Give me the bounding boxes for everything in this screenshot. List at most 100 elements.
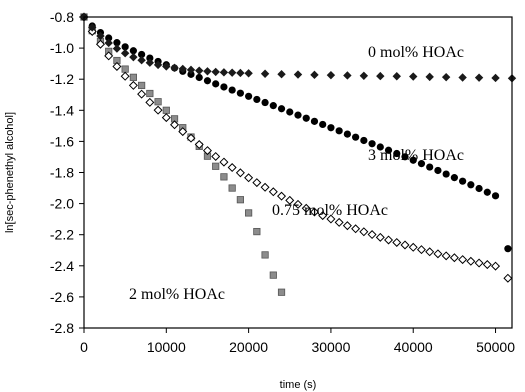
data-point: [112, 61, 122, 71]
data-point: [483, 188, 491, 196]
x-tick-label: 30000: [311, 339, 350, 355]
data-point: [352, 133, 360, 141]
y-tick-label: -1.8: [50, 165, 74, 181]
annotation-2-mol-hoac: 2 mol% HOAc: [129, 286, 225, 303]
data-point: [137, 89, 147, 99]
x-tick-label: 40000: [394, 339, 433, 355]
data-point: [474, 258, 484, 268]
data-point: [433, 249, 443, 259]
data-point: [236, 68, 245, 78]
x-tick-label: 20000: [229, 339, 268, 355]
data-point: [146, 89, 154, 98]
data-point: [343, 130, 351, 138]
data-point: [121, 43, 129, 51]
data-point: [153, 60, 163, 70]
data-point: [400, 240, 410, 250]
data-point: [227, 68, 237, 77]
data-point: [260, 182, 270, 192]
data-point: [393, 149, 401, 158]
series-0-mol-hoac: [79, 12, 517, 83]
data-point: [161, 113, 171, 123]
data-point: [277, 191, 287, 201]
y-tick-label: -1.4: [50, 102, 74, 118]
data-point: [244, 173, 254, 183]
data-point: [138, 50, 146, 59]
data-point: [186, 133, 196, 143]
data-point: [95, 39, 105, 49]
data-point: [367, 230, 377, 240]
annotation-0-mol-hoac: 0 mol% HOAc: [368, 44, 464, 61]
data-point: [310, 70, 319, 80]
data-point: [426, 163, 434, 171]
data-point: [112, 44, 122, 53]
data-point: [212, 80, 220, 88]
data-point: [228, 86, 236, 94]
data-point: [467, 181, 475, 189]
data-point: [129, 47, 137, 55]
data-point: [458, 255, 468, 265]
data-point: [203, 67, 212, 76]
data-point: [474, 73, 484, 82]
x-tick-label: 50000: [476, 339, 515, 355]
series-0-75-mol-hoac: [79, 12, 513, 283]
data-point: [120, 71, 130, 81]
y-tick-label: -1.2: [50, 71, 74, 87]
data-point: [219, 68, 229, 77]
data-point: [360, 136, 368, 145]
data-point: [245, 209, 253, 217]
data-point: [376, 143, 384, 151]
data-point: [129, 73, 137, 81]
data-point: [212, 162, 220, 170]
annotation-3-mol-hoac: 3 mol% HOAc: [368, 147, 464, 164]
data-point: [351, 224, 361, 234]
data-point: [459, 177, 467, 185]
data-point: [244, 69, 253, 78]
data-point: [285, 195, 295, 205]
data-point: [342, 221, 352, 231]
data-point: [326, 70, 336, 80]
data-point: [146, 54, 154, 62]
data-point: [417, 160, 426, 168]
data-point: [384, 235, 394, 245]
data-point: [187, 70, 195, 78]
data-point: [194, 140, 204, 150]
data-point: [335, 127, 343, 135]
data-point: [327, 124, 335, 132]
data-point: [261, 98, 269, 107]
data-point: [195, 66, 204, 75]
data-point: [503, 273, 513, 283]
data-point: [318, 211, 328, 221]
data-point: [211, 151, 221, 161]
data-point: [359, 71, 369, 80]
data-point: [137, 56, 146, 65]
data-point: [269, 271, 277, 279]
data-point: [293, 199, 303, 209]
data-point: [253, 227, 261, 236]
data-point: [104, 38, 113, 48]
data-point: [491, 73, 500, 83]
data-point: [368, 140, 376, 148]
data-point: [88, 23, 97, 32]
data-point: [416, 245, 426, 255]
data-point: [293, 70, 303, 79]
y-tick-label: -2.6: [50, 289, 74, 305]
y-tick-label: -2.0: [50, 196, 74, 212]
data-point: [236, 196, 244, 204]
data-point: [170, 120, 180, 130]
data-point: [138, 81, 146, 90]
data-point: [269, 102, 277, 110]
data-point: [235, 168, 245, 178]
plot-frame: [83, 16, 513, 329]
data-point: [236, 89, 244, 97]
data-point: [319, 120, 327, 129]
data-point: [219, 157, 229, 167]
data-point: [162, 106, 170, 114]
data-point: [425, 247, 435, 257]
annotation-0-75-mol-hoac: 0.75 mol% HOAc: [272, 202, 388, 219]
y-tick-label: -2.8: [50, 320, 74, 336]
data-point: [326, 214, 336, 224]
data-point: [425, 72, 434, 82]
data-point: [334, 217, 344, 227]
data-point: [145, 97, 155, 107]
data-point: [195, 73, 203, 82]
